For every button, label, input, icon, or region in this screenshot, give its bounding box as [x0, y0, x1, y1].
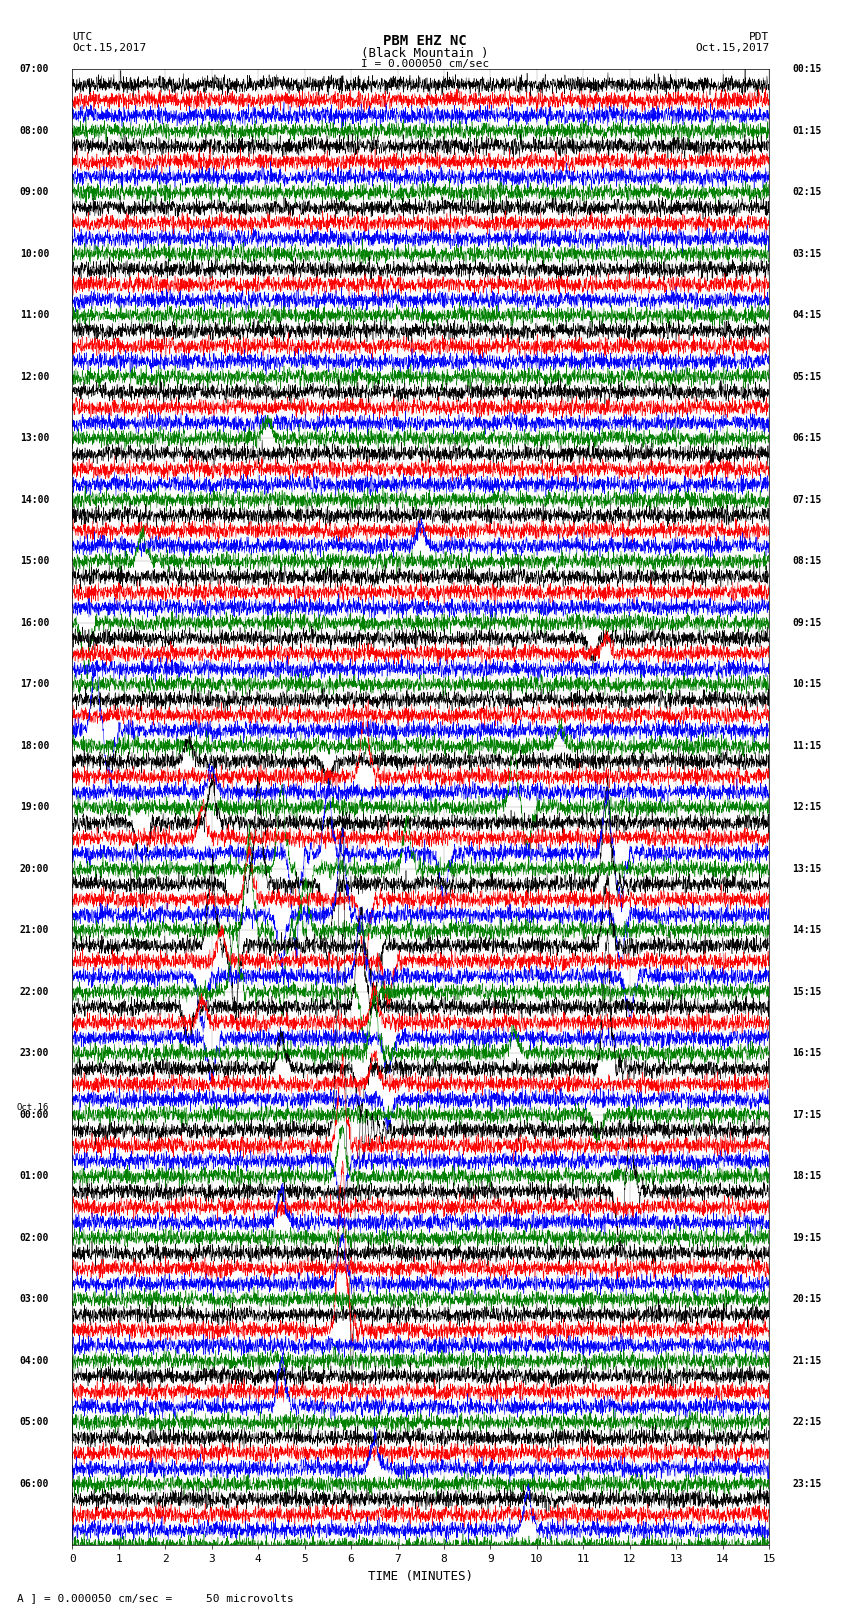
- Text: 19:15: 19:15: [792, 1232, 822, 1242]
- Text: PBM EHZ NC: PBM EHZ NC: [383, 34, 467, 48]
- Text: I = 0.000050 cm/sec: I = 0.000050 cm/sec: [361, 60, 489, 69]
- Text: UTC: UTC: [72, 32, 93, 42]
- Text: 04:00: 04:00: [20, 1357, 49, 1366]
- Text: 03:15: 03:15: [792, 248, 822, 258]
- Text: 15:00: 15:00: [20, 556, 49, 566]
- Text: 12:15: 12:15: [792, 802, 822, 813]
- Text: Oct.16: Oct.16: [17, 1103, 49, 1111]
- Text: 15:15: 15:15: [792, 987, 822, 997]
- Text: 02:15: 02:15: [792, 187, 822, 197]
- Text: 08:15: 08:15: [792, 556, 822, 566]
- Text: 11:15: 11:15: [792, 740, 822, 750]
- Text: 20:15: 20:15: [792, 1294, 822, 1305]
- Text: 19:00: 19:00: [20, 802, 49, 813]
- Text: 02:00: 02:00: [20, 1232, 49, 1242]
- Text: 11:00: 11:00: [20, 310, 49, 321]
- Text: PDT: PDT: [749, 32, 769, 42]
- Text: 10:15: 10:15: [792, 679, 822, 689]
- Text: 04:15: 04:15: [792, 310, 822, 321]
- Text: 07:00: 07:00: [20, 65, 49, 74]
- Text: 00:00: 00:00: [20, 1110, 49, 1119]
- Text: 23:15: 23:15: [792, 1479, 822, 1489]
- Text: (Black Mountain ): (Black Mountain ): [361, 47, 489, 60]
- Text: 05:15: 05:15: [792, 373, 822, 382]
- Text: 00:15: 00:15: [792, 65, 822, 74]
- Text: 13:15: 13:15: [792, 865, 822, 874]
- Text: A ] = 0.000050 cm/sec =     50 microvolts: A ] = 0.000050 cm/sec = 50 microvolts: [17, 1594, 294, 1603]
- Text: 08:00: 08:00: [20, 126, 49, 135]
- Text: 10:00: 10:00: [20, 248, 49, 258]
- X-axis label: TIME (MINUTES): TIME (MINUTES): [368, 1569, 473, 1582]
- Text: 14:00: 14:00: [20, 495, 49, 505]
- Text: 22:15: 22:15: [792, 1418, 822, 1428]
- Text: 06:00: 06:00: [20, 1479, 49, 1489]
- Text: 18:15: 18:15: [792, 1171, 822, 1181]
- Text: 21:00: 21:00: [20, 926, 49, 936]
- Text: 07:15: 07:15: [792, 495, 822, 505]
- Text: 12:00: 12:00: [20, 373, 49, 382]
- Text: 22:00: 22:00: [20, 987, 49, 997]
- Text: 16:00: 16:00: [20, 618, 49, 627]
- Text: 20:00: 20:00: [20, 865, 49, 874]
- Text: 06:15: 06:15: [792, 434, 822, 444]
- Text: 17:15: 17:15: [792, 1110, 822, 1119]
- Text: 17:00: 17:00: [20, 679, 49, 689]
- Text: 09:00: 09:00: [20, 187, 49, 197]
- Text: 18:00: 18:00: [20, 740, 49, 750]
- Text: 14:15: 14:15: [792, 926, 822, 936]
- Text: 16:15: 16:15: [792, 1048, 822, 1058]
- Text: 13:00: 13:00: [20, 434, 49, 444]
- Text: 21:15: 21:15: [792, 1357, 822, 1366]
- Text: 09:15: 09:15: [792, 618, 822, 627]
- Text: 03:00: 03:00: [20, 1294, 49, 1305]
- Text: Oct.15,2017: Oct.15,2017: [695, 44, 769, 53]
- Text: 23:00: 23:00: [20, 1048, 49, 1058]
- Text: 01:00: 01:00: [20, 1171, 49, 1181]
- Text: 01:15: 01:15: [792, 126, 822, 135]
- Text: 05:00: 05:00: [20, 1418, 49, 1428]
- Text: Oct.15,2017: Oct.15,2017: [72, 44, 146, 53]
